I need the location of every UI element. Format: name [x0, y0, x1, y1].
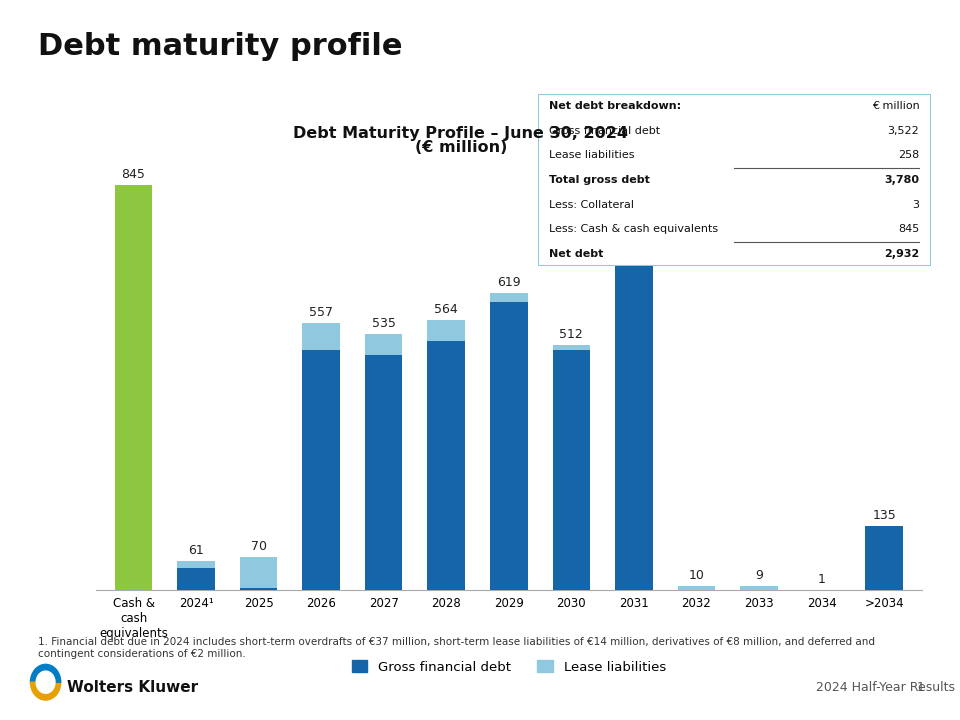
Bar — [553, 351, 590, 590]
Text: Debt maturity profile: Debt maturity profile — [38, 32, 403, 61]
Bar — [865, 526, 902, 590]
Bar — [178, 568, 215, 590]
Bar — [427, 320, 465, 341]
Bar — [240, 557, 277, 588]
Text: Debt Maturity Profile – June 30, 2024: Debt Maturity Profile – June 30, 2024 — [294, 126, 628, 140]
Bar — [553, 345, 590, 351]
Bar — [365, 333, 402, 355]
Text: € million: € million — [872, 101, 920, 111]
Bar — [490, 293, 528, 302]
Bar — [615, 254, 653, 590]
Text: 2,932: 2,932 — [884, 249, 920, 259]
Text: 535: 535 — [372, 317, 396, 330]
Text: Less: Cash & cash equivalents: Less: Cash & cash equivalents — [549, 225, 718, 235]
Text: 845: 845 — [122, 168, 146, 181]
Text: Total gross debt: Total gross debt — [549, 175, 650, 185]
Text: 708: 708 — [622, 234, 646, 247]
Bar — [678, 585, 715, 590]
Wedge shape — [45, 683, 60, 700]
Text: 9: 9 — [756, 570, 763, 582]
Text: 3,522: 3,522 — [888, 125, 920, 135]
Wedge shape — [31, 665, 46, 683]
Text: 1: 1 — [818, 573, 826, 586]
Text: (€ million): (€ million) — [415, 140, 507, 155]
Text: 1: 1 — [917, 681, 924, 694]
Text: 3: 3 — [912, 199, 920, 210]
Circle shape — [36, 671, 55, 693]
Wedge shape — [31, 683, 46, 700]
Text: 3,780: 3,780 — [884, 175, 920, 185]
Text: 61: 61 — [188, 544, 204, 557]
Bar — [615, 251, 653, 254]
Text: Net debt: Net debt — [549, 249, 604, 259]
Bar — [740, 586, 778, 590]
Text: 564: 564 — [434, 303, 458, 316]
Text: 2024 Half-Year Results: 2024 Half-Year Results — [816, 681, 955, 694]
Text: 1. Financial debt due in 2024 includes short-term overdrafts of €37 million, sho: 1. Financial debt due in 2024 includes s… — [38, 637, 876, 659]
Bar — [178, 561, 215, 568]
Text: 845: 845 — [899, 225, 920, 235]
Text: 512: 512 — [560, 328, 584, 341]
Bar — [490, 302, 528, 590]
Text: Gross financial debt: Gross financial debt — [549, 125, 660, 135]
Bar — [365, 355, 402, 590]
FancyBboxPatch shape — [538, 94, 931, 266]
Text: Net debt breakdown:: Net debt breakdown: — [549, 101, 682, 111]
Bar — [427, 341, 465, 590]
Text: Lease liabilities: Lease liabilities — [549, 150, 635, 161]
Bar — [302, 351, 340, 590]
Text: Less: Collateral: Less: Collateral — [549, 199, 635, 210]
Circle shape — [31, 665, 60, 700]
Legend: Gross financial debt, Lease liabilities: Gross financial debt, Lease liabilities — [347, 655, 671, 679]
Wedge shape — [46, 665, 60, 683]
Text: 619: 619 — [497, 276, 520, 289]
Text: Wolters Kluwer: Wolters Kluwer — [67, 680, 199, 695]
Text: 10: 10 — [688, 569, 705, 582]
Text: 70: 70 — [251, 540, 267, 553]
Bar — [240, 588, 277, 590]
Text: 258: 258 — [899, 150, 920, 161]
Text: 135: 135 — [873, 509, 896, 522]
Bar — [302, 323, 340, 351]
Bar — [115, 185, 153, 590]
Text: 557: 557 — [309, 306, 333, 319]
